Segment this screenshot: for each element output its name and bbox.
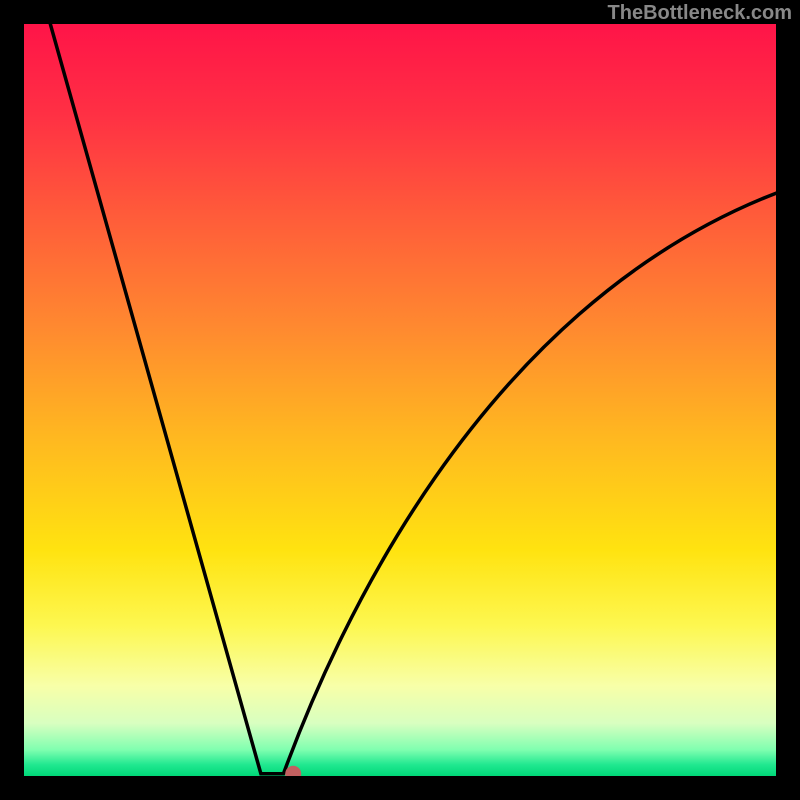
chart-container: TheBottleneck.com bbox=[0, 0, 800, 800]
chart-svg bbox=[24, 24, 776, 776]
gradient-rect bbox=[24, 24, 776, 776]
watermark-text: TheBottleneck.com bbox=[608, 2, 792, 25]
plot-area bbox=[24, 24, 776, 776]
